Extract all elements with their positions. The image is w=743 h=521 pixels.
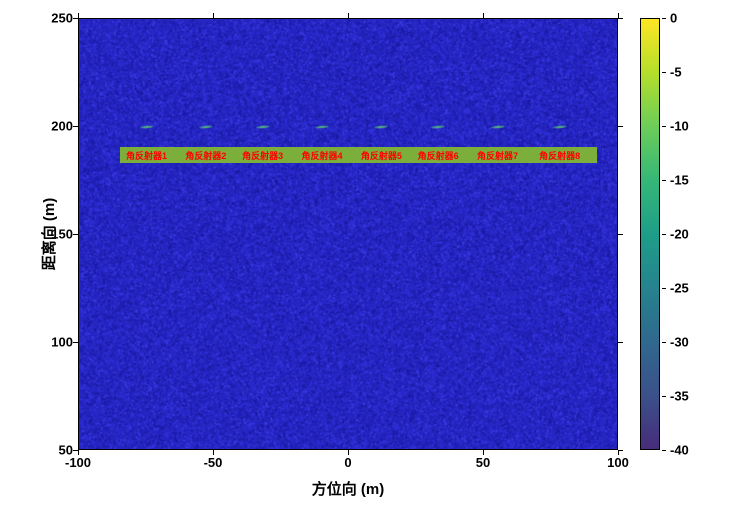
target-label-3: 角反射器3 [242,149,283,162]
y-tick [73,18,78,19]
y-tick-label: 200 [51,119,73,134]
y-tick [618,18,623,19]
colorbar-tick-label: -35 [670,389,689,404]
colorbar-tick [662,396,666,397]
heatmap-noise-canvas [79,19,617,449]
colorbar-tick [662,18,666,19]
colorbar-tick [662,342,666,343]
y-tick [618,126,623,127]
y-tick [73,234,78,235]
colorbar-tick [662,288,666,289]
colorbar-tick [662,450,666,451]
y-tick-label: 250 [51,11,73,26]
x-tick-label: -50 [204,455,223,470]
colorbar-tick-label: -20 [670,227,689,242]
colorbar-tick-label: -40 [670,443,689,458]
target-label-5: 角反射器5 [361,149,402,162]
x-tick-label: 50 [476,455,490,470]
colorbar-tick-label: -15 [670,173,689,188]
colorbar-tick-label: 0 [670,11,677,26]
colorbar-tick [662,180,666,181]
x-tick [483,13,484,18]
y-tick-label: 100 [51,335,73,350]
x-tick-label: 100 [607,455,629,470]
colorbar-tick [662,72,666,73]
y-tick [73,126,78,127]
y-tick [618,450,623,451]
colorbar-tick [662,126,666,127]
colorbar-tick [662,234,666,235]
target-label-8: 角反射器8 [539,149,580,162]
y-tick [73,450,78,451]
target-label-4: 角反射器4 [301,149,342,162]
plot-area: 角反射器1 角反射器2 角反射器3 角反射器4 角反射器5 角反射器6 角反射器7 角反射器8 [78,18,618,450]
x-tick-label: 0 [344,455,351,470]
colorbar-tick-label: -10 [670,119,689,134]
target-label-6: 角反射器6 [418,149,459,162]
x-tick [348,13,349,18]
target-label-1: 角反射器1 [126,149,167,162]
y-tick [618,342,623,343]
colorbar-tick-label: -25 [670,281,689,296]
y-tick-label: 150 [51,227,73,242]
colorbar-tick-label: -30 [670,335,689,350]
target-label-7: 角反射器7 [477,149,518,162]
x-tick [78,13,79,18]
figure-container: 角反射器1 角反射器2 角反射器3 角反射器4 角反射器5 角反射器6 角反射器7 角反射器8… [0,0,743,521]
x-tick [213,13,214,18]
target-label-2: 角反射器2 [185,149,226,162]
y-tick [73,342,78,343]
y-tick-label: 50 [59,443,73,458]
colorbar-tick-label: -5 [670,65,682,80]
x-axis-label: 方位向 (m) [312,478,385,499]
y-tick [618,234,623,235]
colorbar [640,18,660,450]
